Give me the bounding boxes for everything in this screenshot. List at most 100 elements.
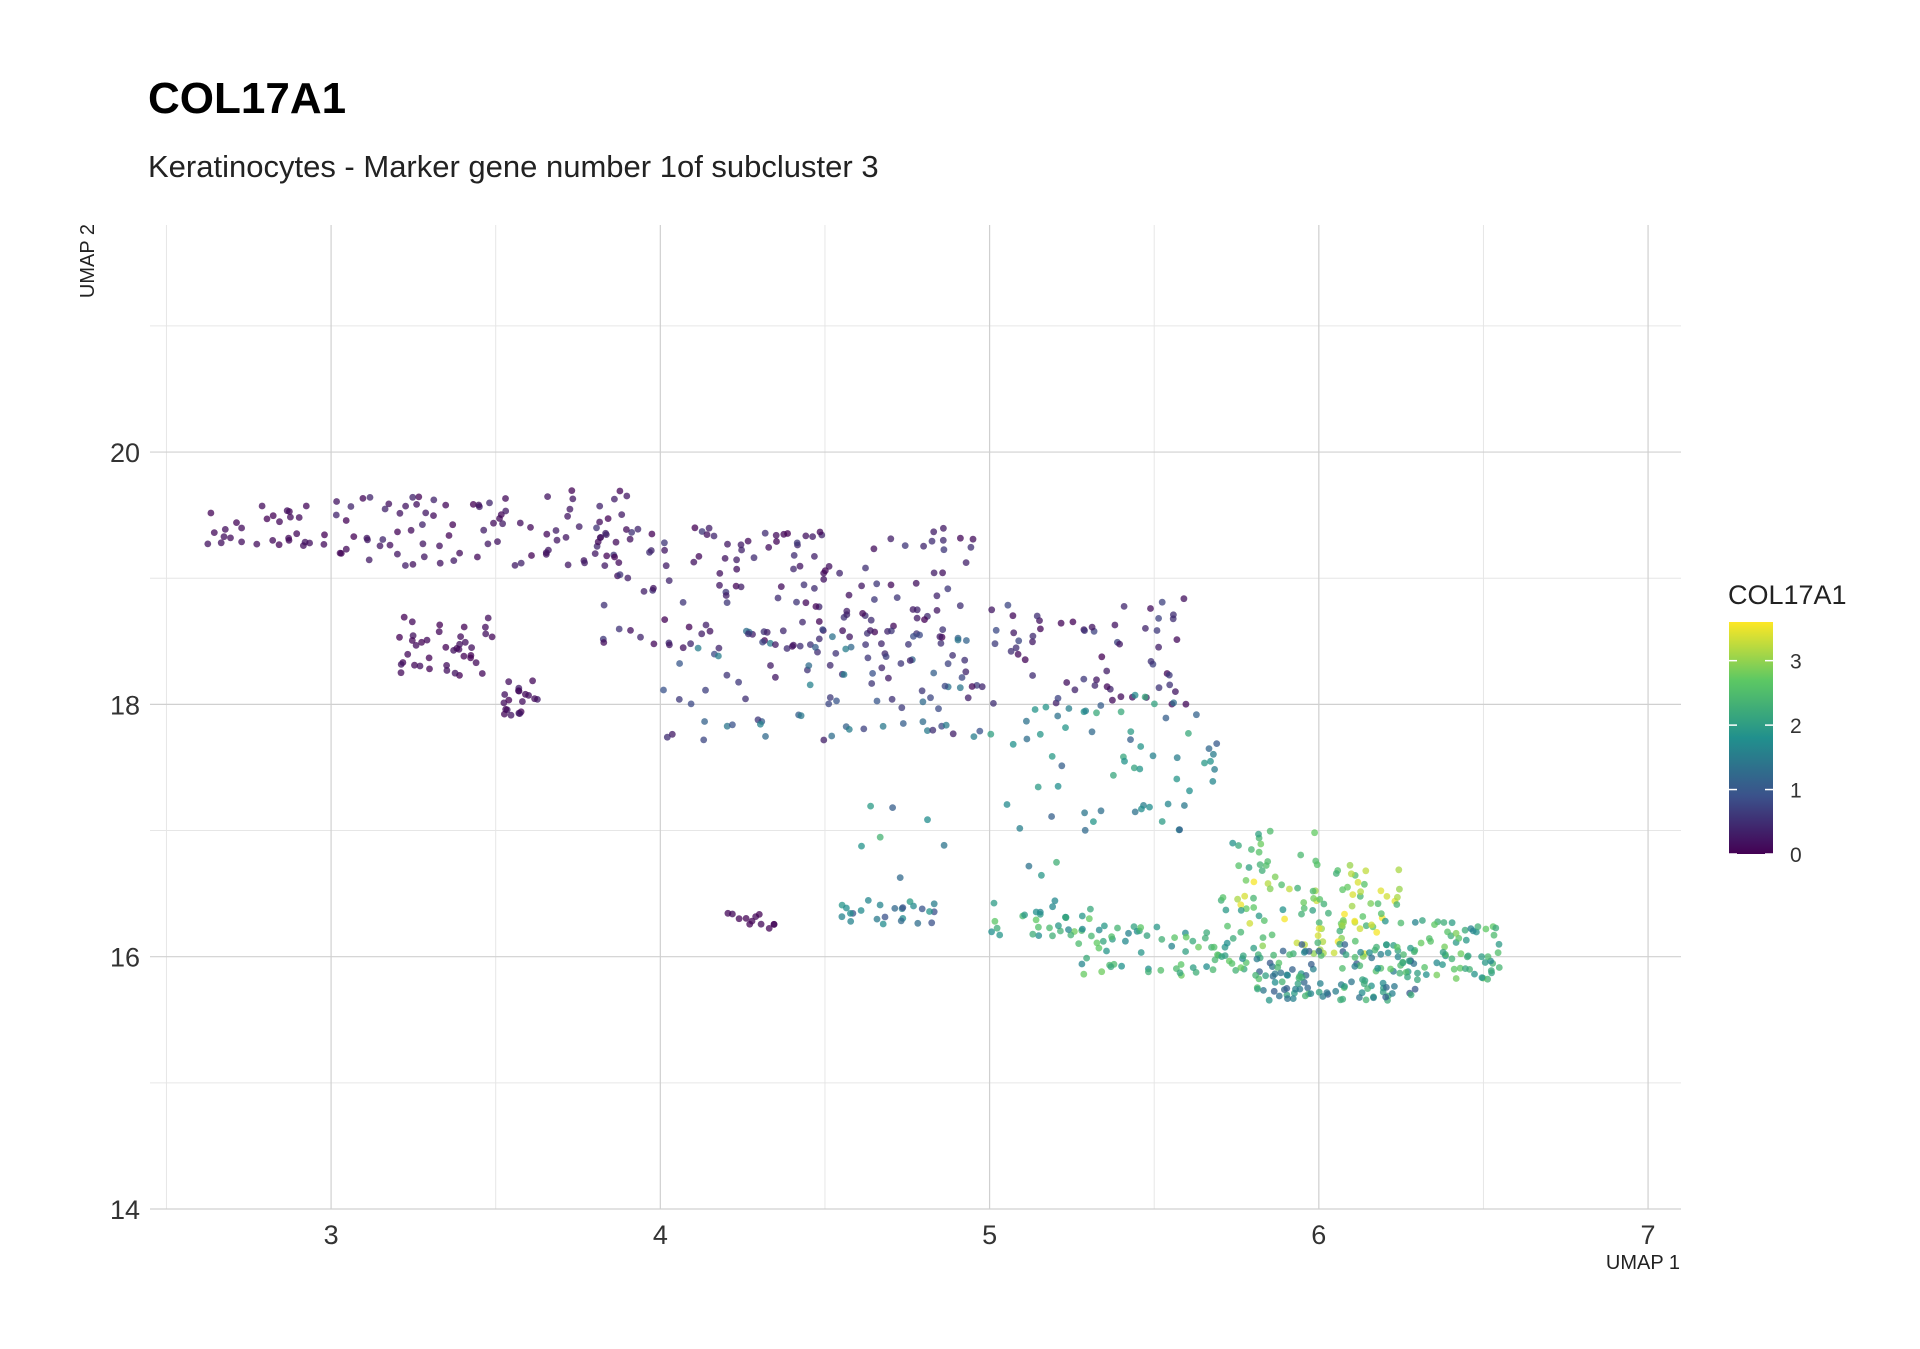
data-point xyxy=(1245,864,1253,871)
data-point xyxy=(1255,848,1263,856)
data-point xyxy=(879,920,887,928)
data-point xyxy=(1394,893,1401,901)
data-point xyxy=(735,678,742,686)
data-point xyxy=(1151,700,1158,708)
data-point xyxy=(1351,917,1359,925)
data-point xyxy=(1029,930,1037,938)
data-point xyxy=(1264,880,1272,887)
data-point xyxy=(1271,873,1279,881)
data-point xyxy=(575,523,583,530)
chart-subtitle: Keratinocytes - Marker gene number 1of s… xyxy=(148,149,879,184)
data-point xyxy=(690,558,698,566)
data-point xyxy=(843,607,851,615)
data-point xyxy=(1450,965,1458,973)
data-point xyxy=(668,730,676,738)
data-point xyxy=(402,562,409,569)
data-point xyxy=(1362,867,1370,875)
data-point xyxy=(1121,757,1128,765)
data-point xyxy=(1278,978,1286,986)
data-point xyxy=(1081,809,1088,817)
data-point xyxy=(396,509,404,517)
data-point xyxy=(870,545,878,553)
data-point xyxy=(1173,636,1181,643)
data-point xyxy=(825,700,833,708)
data-point xyxy=(359,495,367,502)
legend-title: COL17A1 xyxy=(1728,580,1847,610)
data-point xyxy=(762,733,769,740)
data-point xyxy=(1260,987,1267,994)
data-point xyxy=(1289,966,1296,973)
data-point xyxy=(516,519,524,527)
data-point xyxy=(1279,947,1287,955)
data-point xyxy=(706,627,714,635)
data-point xyxy=(1051,897,1059,905)
data-point xyxy=(936,633,944,641)
data-point xyxy=(1411,985,1419,993)
data-point xyxy=(1142,625,1149,632)
data-point xyxy=(1482,925,1490,933)
data-point xyxy=(1384,949,1392,957)
data-point xyxy=(729,721,736,729)
data-point xyxy=(1075,940,1083,947)
data-point xyxy=(1397,919,1405,927)
data-point xyxy=(1414,976,1421,984)
data-point xyxy=(451,669,459,677)
data-point xyxy=(467,654,474,662)
data-point xyxy=(1063,679,1071,686)
data-point xyxy=(857,907,865,914)
data-point xyxy=(1098,968,1106,976)
data-point xyxy=(1234,895,1241,903)
x-axis-title: UMAP 1 xyxy=(1606,1252,1680,1274)
data-point xyxy=(386,541,394,549)
data-point xyxy=(887,535,895,543)
data-point xyxy=(1341,910,1348,918)
data-point xyxy=(812,603,820,610)
data-point xyxy=(887,581,895,589)
data-point xyxy=(1137,924,1145,931)
data-point xyxy=(269,512,277,520)
data-point xyxy=(1193,711,1200,719)
data-point xyxy=(744,537,752,545)
data-point xyxy=(757,720,764,728)
data-point xyxy=(422,509,430,517)
data-point xyxy=(1264,858,1272,865)
data-point xyxy=(210,529,218,536)
data-point xyxy=(1097,702,1105,709)
data-point xyxy=(397,661,405,668)
data-point xyxy=(1357,948,1364,956)
data-point xyxy=(1057,619,1065,627)
data-point xyxy=(1034,783,1042,791)
data-point xyxy=(1091,682,1099,689)
data-point xyxy=(881,913,889,921)
data-point xyxy=(882,653,890,660)
data-point xyxy=(710,532,718,540)
data-point xyxy=(484,614,492,622)
data-point xyxy=(1354,878,1362,886)
data-point xyxy=(1207,757,1214,765)
data-point xyxy=(596,534,604,541)
data-point xyxy=(930,569,938,577)
data-point xyxy=(1269,963,1276,970)
data-point xyxy=(1171,934,1178,941)
data-point xyxy=(1368,954,1376,962)
data-point xyxy=(1301,992,1309,1000)
data-point xyxy=(1114,924,1121,932)
data-point xyxy=(502,495,509,502)
data-point xyxy=(1007,647,1015,655)
data-point xyxy=(836,569,843,577)
data-point xyxy=(757,920,765,928)
data-point xyxy=(1111,621,1119,629)
data-point xyxy=(873,915,881,923)
data-point xyxy=(1082,707,1090,715)
data-point xyxy=(807,641,814,648)
data-point xyxy=(1016,825,1024,832)
data-point xyxy=(1205,745,1213,752)
data-point xyxy=(420,553,428,561)
data-point xyxy=(1262,972,1269,980)
data-point xyxy=(867,802,874,810)
data-point xyxy=(366,494,374,501)
data-point xyxy=(765,544,773,551)
data-point xyxy=(733,556,740,564)
data-point xyxy=(1025,862,1033,870)
data-point xyxy=(930,900,938,908)
